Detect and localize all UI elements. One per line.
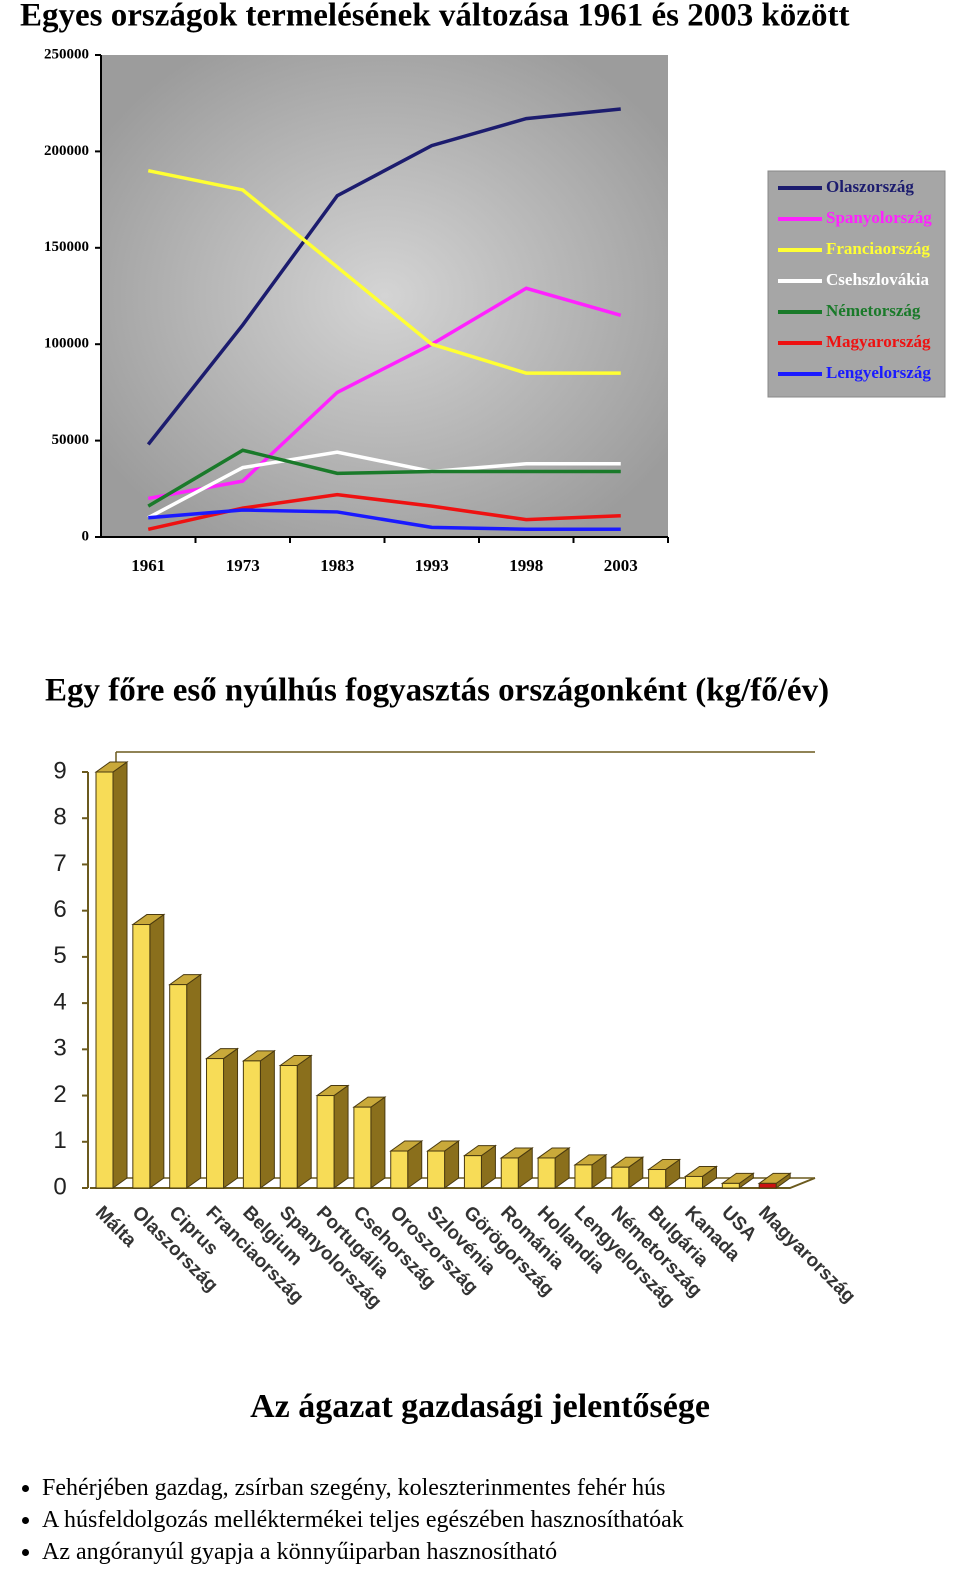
y-tick-label: 50000 [52, 432, 90, 448]
legend-label: Csehszlovákia [826, 270, 929, 289]
series-line [147, 168, 621, 375]
bar [242, 1060, 261, 1189]
bar [279, 1065, 298, 1189]
bar-side [259, 1049, 275, 1189]
y-tick-label: 2 [53, 1081, 66, 1108]
bar [353, 1106, 372, 1189]
bar-side [149, 913, 165, 1189]
legend-label: Lengyelország [826, 363, 931, 382]
bar-side [296, 1054, 312, 1189]
y-tick-label: 7 [53, 850, 66, 877]
x-tick-label: 1993 [415, 556, 449, 575]
bar [758, 1182, 777, 1189]
x-tick-label: Magyarország [754, 1202, 859, 1307]
bar [427, 1150, 446, 1189]
bullet-list: Fehérjében gazdag, zsírban szegény, kole… [0, 1472, 684, 1568]
y-tick-label: 0 [53, 1173, 66, 1200]
y-tick-label: 5 [53, 942, 66, 969]
y-tick-label: 6 [53, 896, 66, 923]
series-line [147, 286, 622, 501]
bar-side [186, 973, 202, 1189]
y-tick-label: 9 [53, 757, 66, 784]
bar [463, 1155, 482, 1189]
bar [316, 1095, 335, 1189]
section-title: Az ágazat gazdasági jelentősége [250, 1388, 710, 1425]
x-tick-label: 1961 [131, 556, 165, 575]
bar [169, 984, 188, 1189]
bar [95, 771, 114, 1189]
legend-label: Franciaország [826, 239, 930, 258]
series-line [147, 450, 621, 520]
bar [537, 1157, 556, 1189]
series-line [146, 107, 621, 446]
chart-title: Egy főre eső nyúlhús fogyasztás országon… [45, 673, 829, 709]
y-tick-label: 250000 [44, 46, 89, 62]
bar [500, 1157, 519, 1189]
legend-box [767, 170, 946, 398]
plot-area [101, 55, 668, 537]
bar [648, 1169, 667, 1189]
x-tick-label: 1998 [509, 556, 543, 575]
legend-label: Németország [826, 301, 921, 320]
y-tick-label: 150000 [44, 239, 89, 255]
x-tick-label: Málta [91, 1202, 140, 1251]
bar-side [333, 1084, 349, 1189]
chart-title: Egyes országok termelésének változása 19… [20, 0, 849, 34]
y-tick-label: 100000 [44, 336, 89, 352]
x-tick-label: 2003 [604, 556, 638, 575]
bar-side [370, 1096, 386, 1189]
legend-label: Magyarország [826, 332, 931, 351]
bar [206, 1058, 225, 1189]
y-tick-label: 4 [53, 988, 66, 1015]
charts: Egyes országok termelésének változása 19… [20, 0, 946, 1313]
y-tick-label: 3 [53, 1035, 66, 1062]
legend-label: Spanyolország [826, 208, 932, 227]
y-tick-label: 1 [53, 1127, 66, 1154]
bar-side [223, 1047, 239, 1189]
bullet: Az angóranyúl gyapja a könnyűiparban has… [42, 1536, 684, 1568]
x-tick-label: 1983 [320, 556, 354, 575]
bar [574, 1164, 593, 1189]
bar-side [112, 761, 128, 1189]
legend-label: Olaszország [826, 177, 914, 196]
y-tick-label: 200000 [44, 143, 89, 159]
bar [721, 1182, 740, 1189]
bar [132, 924, 151, 1189]
series-line [148, 508, 621, 532]
bullet: A húsfeldolgozás melléktermékei teljes e… [42, 1504, 684, 1536]
series-line [147, 448, 621, 508]
y-tick-label: 8 [53, 804, 66, 831]
y-tick-label: 0 [82, 528, 90, 544]
bar [390, 1150, 409, 1189]
bar [684, 1175, 703, 1189]
bullet: Fehérjében gazdag, zsírban szegény, kole… [42, 1472, 684, 1504]
bar [611, 1166, 630, 1189]
x-tick-label: 1973 [226, 556, 260, 575]
